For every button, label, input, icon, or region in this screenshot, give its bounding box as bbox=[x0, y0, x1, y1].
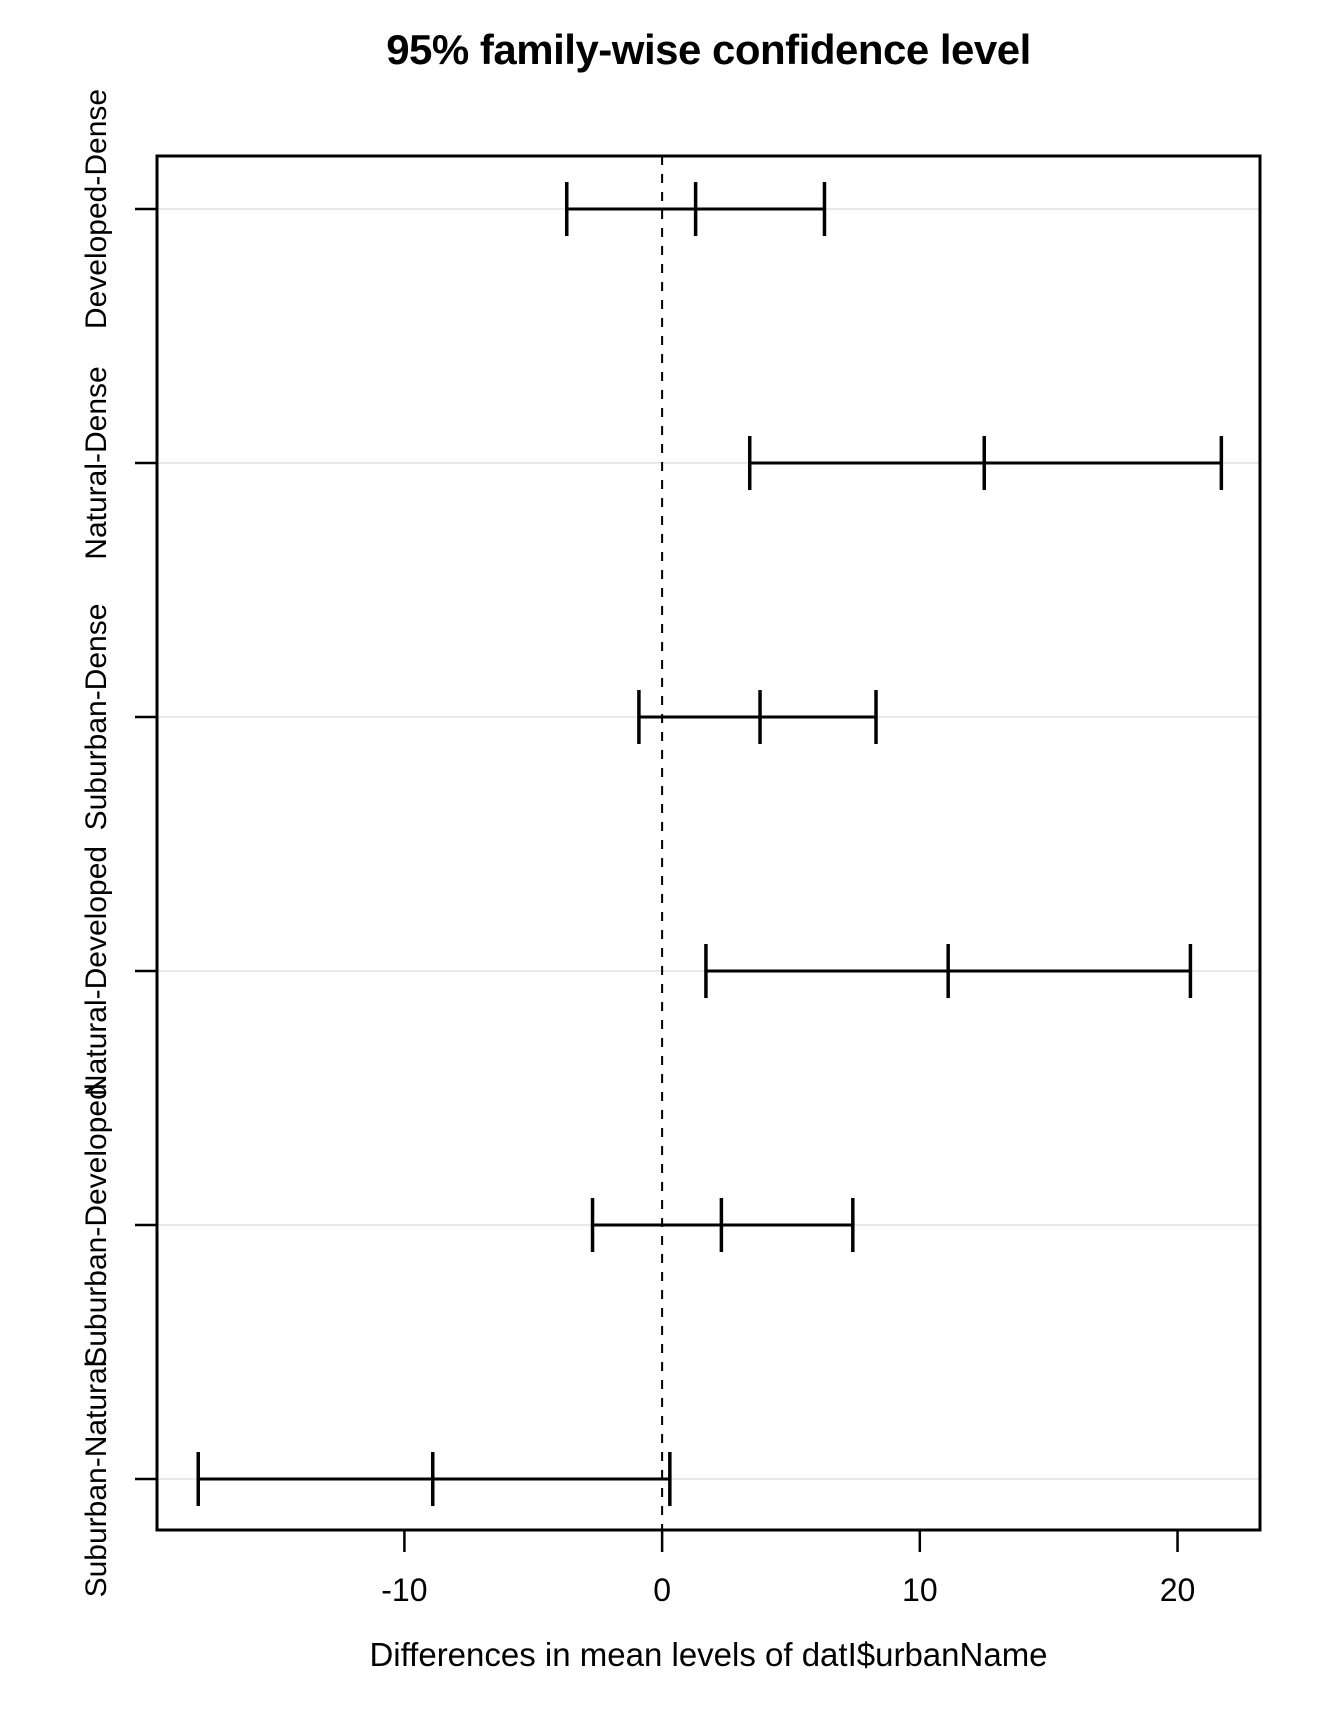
x-tick-label-neg10: -10 bbox=[381, 1572, 428, 1608]
x-tick-label-20: 20 bbox=[1159, 1572, 1196, 1608]
plot-border bbox=[155, 154, 1262, 1532]
x-tick-label-10: 10 bbox=[902, 1572, 938, 1608]
x-tick-label-0: 0 bbox=[653, 1572, 672, 1608]
chart-title: 95% family-wise confidence level bbox=[386, 26, 1031, 73]
x-axis-title: Differences in mean levels of datI$urban… bbox=[369, 1636, 1048, 1673]
